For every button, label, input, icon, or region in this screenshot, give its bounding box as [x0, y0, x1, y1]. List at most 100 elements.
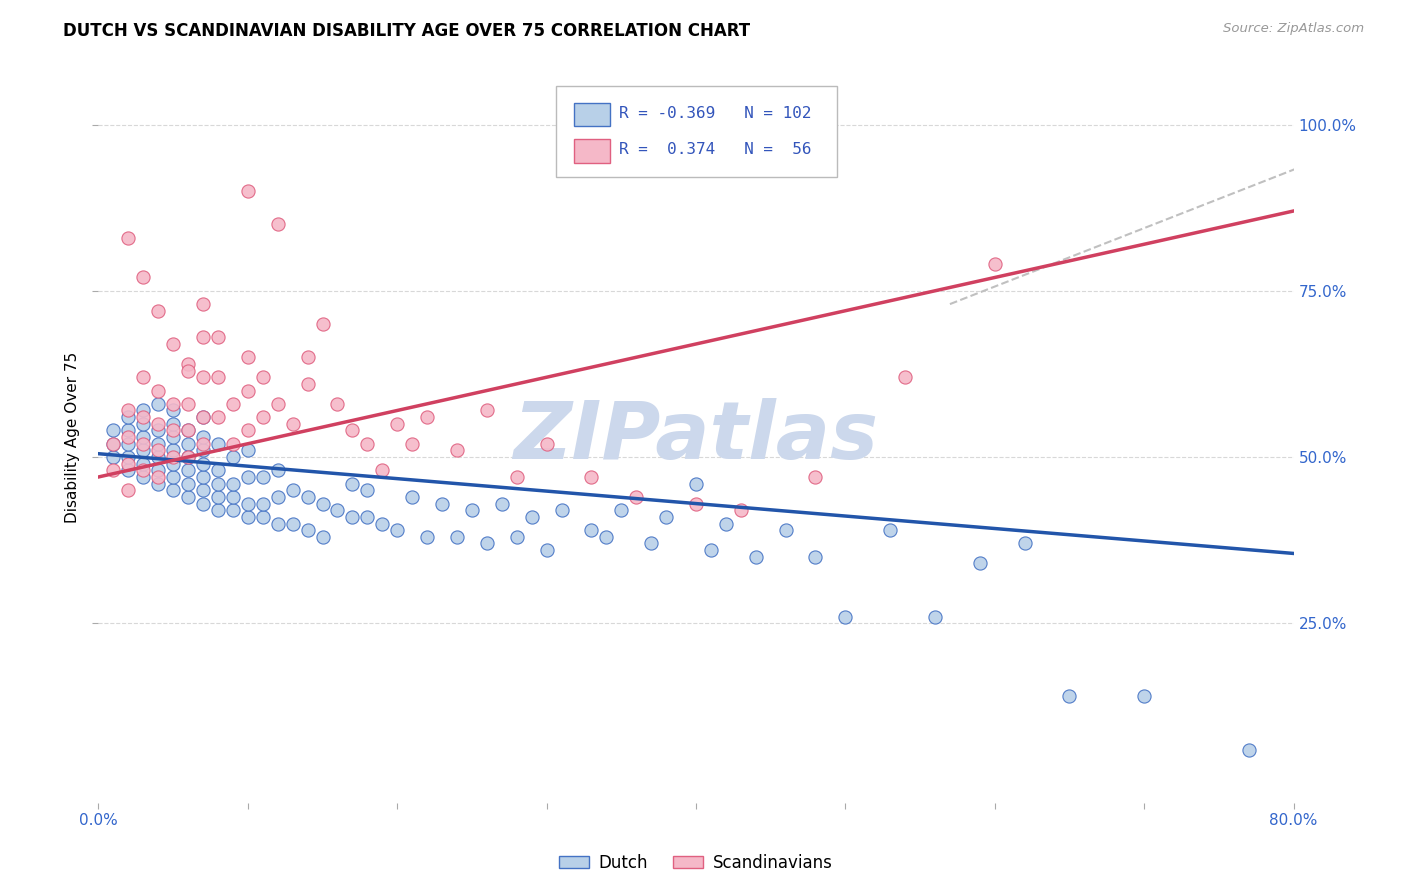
Point	[117, 410, 139, 425]
FancyBboxPatch shape	[557, 86, 837, 178]
Point	[117, 483, 139, 498]
Point	[311, 530, 333, 544]
Point	[132, 457, 155, 471]
Point	[342, 424, 364, 438]
FancyBboxPatch shape	[574, 103, 610, 127]
Point	[117, 436, 139, 450]
Point	[804, 549, 827, 564]
Point	[879, 523, 901, 537]
Point	[326, 397, 349, 411]
Point	[132, 443, 155, 458]
Text: Source: ZipAtlas.com: Source: ZipAtlas.com	[1223, 22, 1364, 36]
Point	[595, 530, 617, 544]
Point	[385, 523, 409, 537]
Point	[162, 457, 184, 471]
Point	[924, 609, 946, 624]
Point	[191, 330, 214, 344]
Point	[177, 363, 200, 377]
Point	[640, 536, 662, 550]
Point	[416, 530, 439, 544]
Point	[148, 303, 170, 318]
Point	[132, 403, 155, 417]
Point	[491, 497, 513, 511]
Point	[207, 503, 229, 517]
Point	[148, 424, 170, 438]
Point	[475, 536, 498, 550]
Point	[162, 403, 184, 417]
Point	[236, 509, 259, 524]
Point	[162, 430, 184, 444]
Point	[281, 417, 304, 431]
Point	[446, 530, 468, 544]
Point	[581, 523, 603, 537]
Point	[117, 457, 139, 471]
Point	[177, 397, 200, 411]
Point	[626, 490, 648, 504]
Point	[775, 523, 797, 537]
Point	[148, 470, 170, 484]
Point	[281, 483, 304, 498]
Point	[207, 490, 229, 504]
Point	[117, 230, 139, 244]
Point	[103, 436, 125, 450]
Point	[506, 470, 529, 484]
Point	[117, 430, 139, 444]
Point	[162, 483, 184, 498]
Point	[581, 470, 603, 484]
Point	[177, 476, 200, 491]
Point	[117, 463, 139, 477]
Point	[148, 476, 170, 491]
Point	[162, 417, 184, 431]
Point	[132, 430, 155, 444]
Point	[132, 270, 155, 285]
Point	[191, 410, 214, 425]
Point	[222, 503, 245, 517]
Point	[162, 443, 184, 458]
FancyBboxPatch shape	[574, 139, 610, 163]
Point	[148, 450, 170, 464]
Point	[252, 497, 274, 511]
Point	[162, 397, 184, 411]
Point	[430, 497, 453, 511]
Text: DUTCH VS SCANDINAVIAN DISABILITY AGE OVER 75 CORRELATION CHART: DUTCH VS SCANDINAVIAN DISABILITY AGE OVE…	[63, 22, 751, 40]
Point	[117, 450, 139, 464]
Point	[342, 509, 364, 524]
Point	[730, 503, 752, 517]
Point	[177, 490, 200, 504]
Point	[191, 410, 214, 425]
Point	[222, 397, 245, 411]
Point	[550, 503, 572, 517]
Point	[177, 463, 200, 477]
Point	[236, 497, 259, 511]
Point	[191, 370, 214, 384]
Point	[297, 490, 319, 504]
Point	[804, 470, 827, 484]
Point	[1133, 690, 1156, 704]
Point	[222, 490, 245, 504]
Point	[222, 450, 245, 464]
Point	[148, 417, 170, 431]
Point	[297, 523, 319, 537]
Point	[132, 470, 155, 484]
Point	[401, 490, 423, 504]
Point	[236, 351, 259, 365]
Point	[267, 397, 290, 411]
Point	[148, 384, 170, 398]
Point	[177, 450, 200, 464]
Point	[461, 503, 484, 517]
Point	[969, 557, 991, 571]
Point	[236, 443, 259, 458]
Point	[191, 436, 214, 450]
Point	[371, 516, 394, 531]
Point	[132, 410, 155, 425]
Point	[1237, 742, 1260, 756]
Point	[191, 443, 214, 458]
Point	[103, 463, 125, 477]
Point	[148, 443, 170, 458]
Point	[700, 543, 723, 558]
Point	[371, 463, 394, 477]
Text: R =  0.374   N =  56: R = 0.374 N = 56	[620, 142, 813, 157]
Point	[177, 436, 200, 450]
Point	[342, 476, 364, 491]
Point	[252, 470, 274, 484]
